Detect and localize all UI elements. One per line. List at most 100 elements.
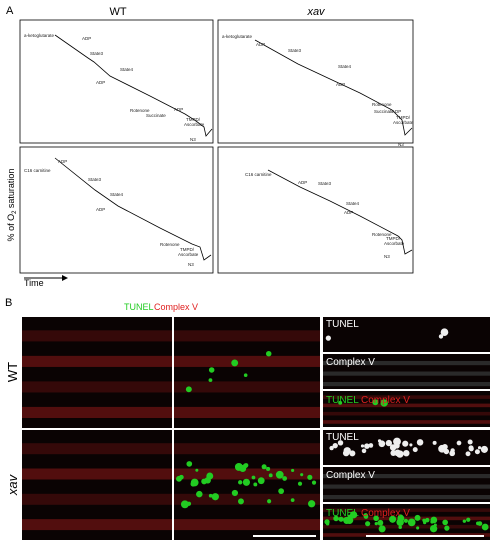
trace-annotation: State3 — [318, 181, 332, 186]
cell-spot — [231, 489, 239, 497]
trace-box — [19, 146, 214, 274]
cell-spot — [347, 514, 353, 520]
cell-spot — [268, 473, 273, 478]
cell-spot — [333, 515, 339, 522]
tissue-band — [323, 420, 490, 424]
trace-annotation: Rotenone — [372, 102, 392, 107]
trace-annotation: C16 carnitine — [24, 168, 51, 173]
trace-annotation: Ascorbate — [393, 120, 414, 125]
cell-spot — [196, 490, 203, 498]
cell-spot — [251, 475, 256, 480]
tissue-band — [174, 406, 320, 419]
cell-spot — [377, 519, 384, 526]
trace-annotation: N3 — [398, 142, 404, 147]
tissue-band — [22, 330, 172, 342]
inset-label: TUNEL — [326, 508, 359, 519]
cell-spot — [414, 514, 421, 521]
cell-spot — [403, 449, 410, 457]
cell-spot — [208, 367, 215, 373]
cell-spot — [378, 440, 386, 448]
cell-spot — [481, 523, 489, 531]
x-axis-label: Time — [24, 278, 44, 288]
cell-spot — [416, 439, 424, 446]
cell-spot — [398, 525, 402, 530]
tissue-band — [323, 495, 490, 500]
tissue-band — [323, 382, 490, 387]
trace-annotation: ADP — [336, 82, 345, 87]
cell-spot — [450, 448, 455, 453]
panel-label: A — [6, 5, 14, 17]
cell-spot — [372, 399, 379, 406]
tissue-band — [323, 533, 490, 537]
trace-annotation: State4 — [110, 192, 124, 197]
trace-annotation: ADP — [96, 80, 105, 85]
cell-spot — [442, 519, 448, 526]
cell-spot — [343, 517, 347, 522]
cell-spot — [278, 488, 285, 495]
cell-spot — [282, 476, 288, 481]
cell-spot — [267, 499, 272, 504]
inset-label: Complex V — [361, 508, 410, 519]
trace-annotation: a-ketoglutarate — [24, 33, 55, 38]
cell-spot — [482, 447, 487, 452]
cell-spot — [385, 439, 392, 447]
tissue-band — [323, 474, 490, 479]
cell-spot — [363, 514, 369, 519]
legend-entry: TUNEL — [124, 302, 154, 312]
micrograph — [323, 430, 490, 465]
tissue-band — [323, 524, 490, 529]
cell-spot — [365, 521, 371, 527]
cell-spot — [195, 468, 199, 472]
panel-label: B — [5, 297, 12, 309]
cell-spot — [438, 334, 444, 339]
inset-label: TUNEL — [326, 432, 359, 443]
tissue-band — [22, 443, 172, 455]
cell-spot — [266, 466, 271, 472]
cell-spot — [253, 482, 258, 487]
cell-spot — [412, 447, 418, 453]
trace-annotation: TMPD/ — [180, 247, 195, 252]
cell-spot — [409, 443, 413, 447]
tissue-band — [323, 395, 490, 399]
y-axis-label: % of O2 saturation — [6, 169, 18, 242]
tissue-band — [174, 468, 320, 480]
cell-spot — [440, 328, 449, 337]
cell-spot — [374, 522, 378, 526]
tissue-band — [22, 468, 172, 480]
cell-spot — [180, 500, 189, 509]
trace-annotation: Succinate — [146, 113, 166, 118]
cell-spot — [307, 474, 313, 480]
cell-spot — [311, 480, 317, 485]
cell-spot — [390, 450, 397, 456]
cell-spot — [364, 443, 370, 449]
cell-spot — [380, 399, 388, 407]
cell-spot — [208, 378, 213, 383]
cell-spot — [237, 498, 244, 505]
trace-annotation: ADP — [298, 180, 307, 185]
row-label: xav — [5, 473, 20, 496]
cell-spot — [275, 470, 284, 479]
tissue-band — [22, 406, 172, 419]
trace-annotation: Succinate — [374, 109, 394, 114]
trace-annotation: TMPD/ — [186, 117, 201, 122]
cell-spot — [462, 519, 467, 523]
cell-spot — [291, 468, 295, 473]
tissue-band — [174, 330, 320, 342]
cell-spot — [242, 478, 251, 486]
trace-annotation: N3 — [384, 254, 390, 259]
cell-spot — [176, 475, 182, 482]
row-label: WT — [5, 362, 20, 382]
cell-spot — [300, 473, 304, 477]
column-label: xav — [306, 6, 326, 18]
cell-spot — [343, 447, 351, 455]
cell-spot — [265, 350, 272, 357]
tissue-band — [323, 361, 490, 366]
tissue-band — [323, 403, 490, 408]
cell-spot — [403, 518, 408, 523]
trace-annotation: Rotenone — [130, 108, 150, 113]
tissue-band — [22, 381, 172, 393]
time-arrowhead — [62, 275, 68, 281]
trace-annotation: N3 — [190, 137, 196, 142]
trace-annotation: ADP — [58, 159, 67, 164]
